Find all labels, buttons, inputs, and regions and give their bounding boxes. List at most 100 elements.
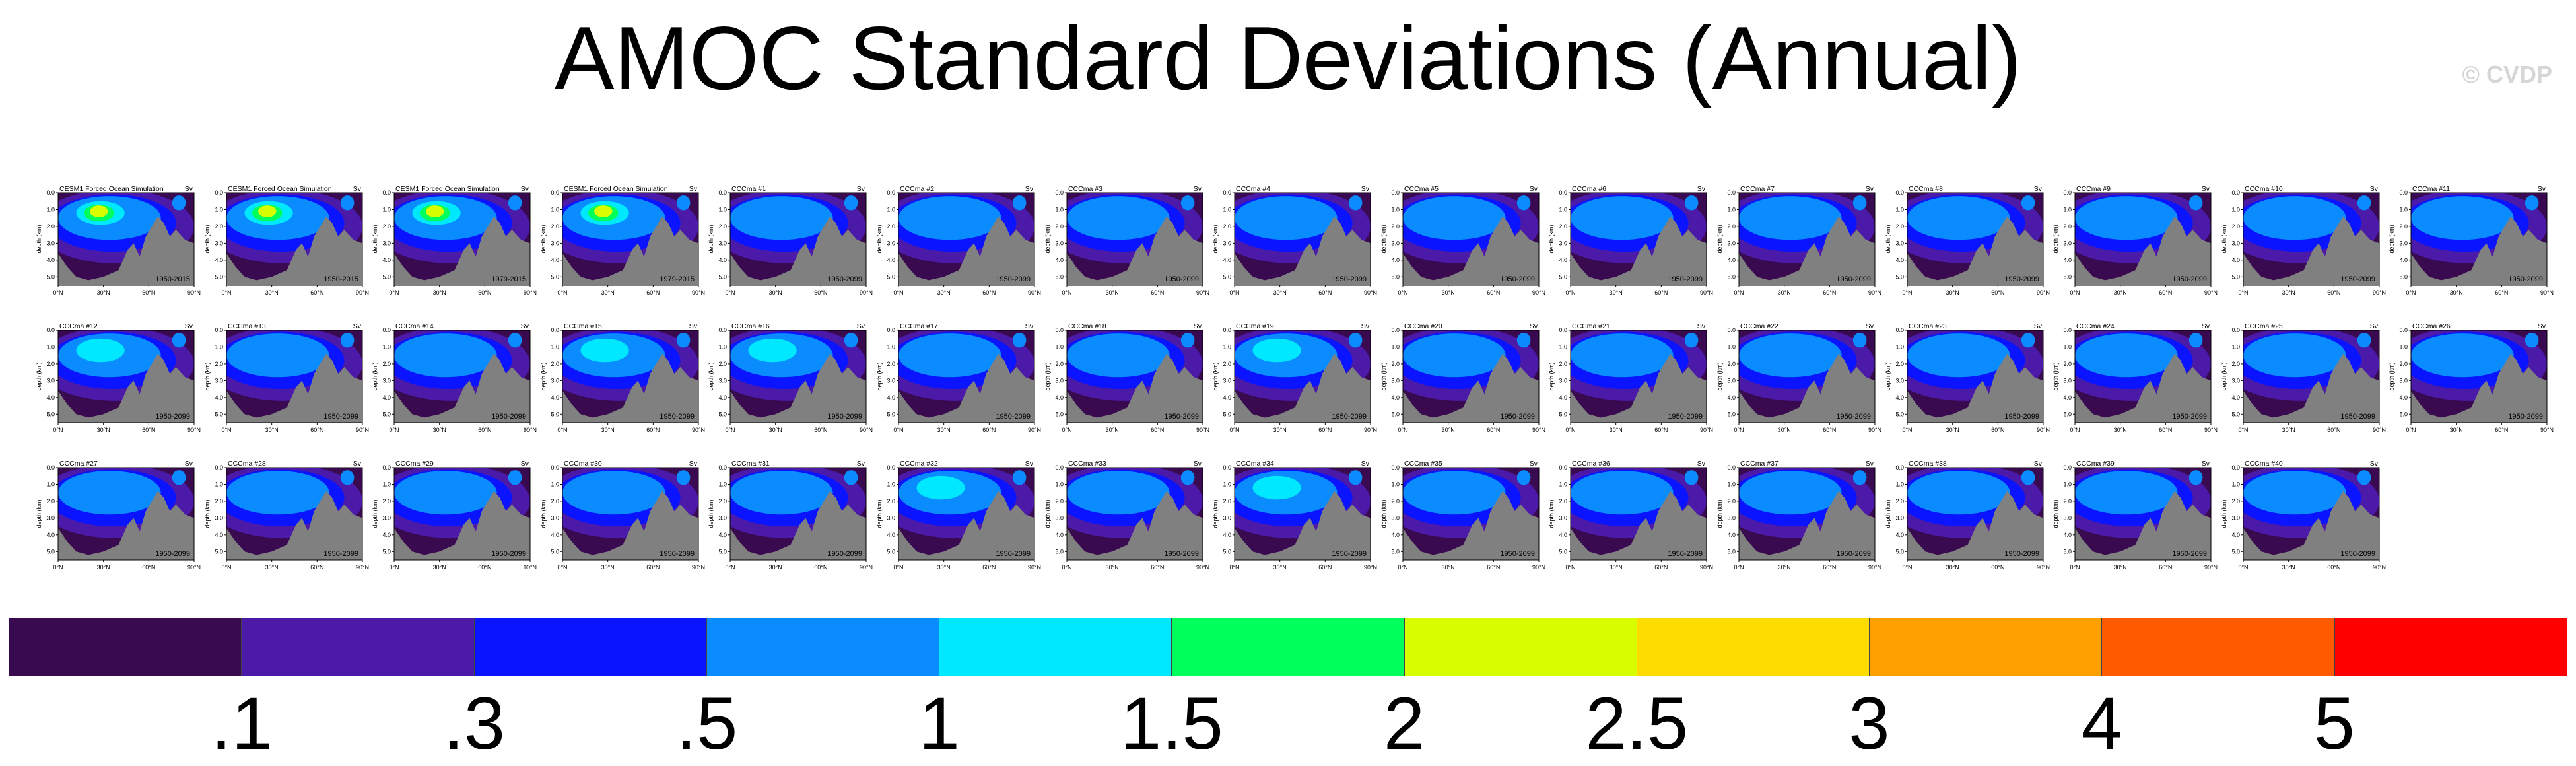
y-tick-label: 3.0 — [887, 377, 895, 384]
x-tick-label: 60°N — [815, 289, 828, 296]
x-tick-label: 0°N — [2406, 289, 2416, 296]
contour-band — [1402, 196, 1506, 240]
y-tick-label: 5.0 — [551, 273, 559, 280]
bathymetry — [2075, 216, 2212, 285]
contour-band — [1571, 196, 1674, 240]
y-tick-label: 1.0 — [1223, 206, 1232, 213]
y-tick-label: 4.0 — [215, 532, 223, 538]
amoc-panel: CCCma #4 Sv 1950-2099 0.0 1.0 2.0 3.0 4.0 5.0 dep… — [1209, 184, 1377, 302]
contour-band — [2075, 333, 2178, 378]
x-tick-label: 60°N — [310, 427, 323, 433]
panel-frame — [562, 192, 699, 286]
amoc-panel: CCCma #36 Sv 1950-2099 0.0 1.0 2.0 3.0 4.0 5.0 de… — [1545, 458, 1713, 577]
contour-band — [844, 470, 858, 485]
x-tick-label: 90°N — [2373, 289, 2386, 296]
panel-units: Sv — [521, 322, 529, 330]
amoc-panel: CCCma #28 Sv 1950-2099 0.0 1.0 2.0 3.0 4.0 5.0 de… — [201, 458, 369, 577]
y-tick-label: 0.0 — [887, 327, 895, 333]
x-tick-label: 0°N — [1566, 289, 1576, 296]
y-tick-label: 4.0 — [2400, 394, 2408, 401]
panel-title: CESM1 Forced Ocean Simulation — [395, 185, 500, 193]
panel-frame — [562, 467, 699, 561]
panel-title: CCCma #24 — [2076, 322, 2115, 330]
y-tick-label: 3.0 — [1391, 377, 1400, 384]
y-axis-label: depth (km) — [2221, 225, 2227, 253]
y-tick-label: 0.0 — [551, 327, 559, 333]
y-tick-label: 1.0 — [383, 343, 391, 350]
amoc-panel: CCCma #38 Sv 1950-2099 0.0 1.0 2.0 3.0 4.0 5.0 de… — [1882, 458, 2050, 577]
panel-years: 1950-2099 — [155, 413, 190, 421]
contour-band — [730, 196, 834, 240]
y-tick-label: 0.0 — [46, 464, 55, 471]
y-tick-label: 3.0 — [1055, 240, 1064, 246]
contour-band — [676, 195, 691, 211]
amoc-panel: CCCma #30 Sv 1950-2099 0.0 1.0 2.0 3.0 4.0 5.0 de… — [537, 458, 705, 577]
x-tick-label: 60°N — [1823, 427, 1836, 433]
panel-frame — [1570, 467, 1707, 561]
x-tick-label: 90°N — [2373, 427, 2386, 433]
x-tick-label: 30°N — [2114, 289, 2127, 296]
contour-band — [172, 195, 186, 211]
y-tick-label: 5.0 — [1559, 411, 1568, 417]
colorbar-label: .5 — [675, 682, 738, 765]
y-axis-label: depth (km) — [2052, 362, 2059, 390]
y-tick-label: 0.0 — [1559, 327, 1568, 333]
y-tick-label: 4.0 — [383, 394, 391, 401]
panel-years: 1950-2015 — [323, 275, 358, 283]
y-tick-label: 2.0 — [383, 361, 391, 367]
panel-frame — [1738, 330, 1876, 423]
panel-title: CCCma #40 — [2245, 460, 2283, 468]
panel-units: Sv — [521, 185, 529, 193]
y-tick-label: 4.0 — [1727, 394, 1736, 401]
x-tick-label: 0°N — [53, 427, 63, 433]
amoc-panel: CCCma #33 Sv 1950-2099 0.0 1.0 2.0 3.0 4.0 5.0 de… — [1042, 458, 1209, 577]
panel-units: Sv — [185, 322, 193, 330]
contour-band — [2188, 333, 2203, 348]
y-tick-label: 5.0 — [1727, 411, 1736, 417]
y-tick-label: 5.0 — [1055, 273, 1064, 280]
x-tick-label: 90°N — [1196, 564, 1209, 571]
y-tick-label: 5.0 — [551, 548, 559, 555]
contour-band — [562, 471, 665, 515]
contour-band — [340, 195, 355, 211]
panel-title: CCCma #5 — [1404, 185, 1439, 193]
y-tick-label: 1.0 — [2231, 343, 2240, 350]
y-axis-label: depth (km) — [708, 225, 714, 253]
panel-frame — [562, 330, 699, 423]
x-tick-label: 0°N — [390, 289, 399, 296]
y-tick-label: 3.0 — [2400, 240, 2408, 246]
y-tick-label: 1.0 — [1223, 481, 1232, 487]
y-axis-label: depth (km) — [1380, 225, 1387, 253]
y-tick-label: 0.0 — [383, 327, 391, 333]
contour-band — [226, 471, 329, 515]
panel-frame — [1738, 192, 1876, 286]
contour-band — [1516, 470, 1531, 485]
y-tick-label: 1.0 — [551, 481, 559, 487]
y-axis-label: depth (km) — [2389, 225, 2395, 253]
x-tick-label: 0°N — [557, 564, 567, 571]
x-tick-label: 90°N — [1700, 564, 1713, 571]
x-tick-label: 0°N — [557, 427, 567, 433]
y-tick-label: 0.0 — [383, 464, 391, 471]
bathymetry — [1571, 491, 1707, 560]
y-tick-label: 3.0 — [2064, 514, 2072, 521]
amoc-panel: CCCma #10 Sv 1950-2099 0.0 1.0 2.0 3.0 4.0 5.0 de… — [2218, 184, 2386, 302]
y-tick-label: 2.0 — [215, 361, 223, 367]
y-tick-label: 4.0 — [46, 394, 55, 401]
y-tick-label: 5.0 — [215, 411, 223, 417]
x-tick-label: 60°N — [815, 427, 828, 433]
contour-band — [2075, 196, 2178, 240]
bathymetry — [898, 353, 1034, 423]
panel-title: CCCma #10 — [2245, 185, 2283, 193]
x-tick-label: 60°N — [1318, 289, 1332, 296]
contour-band — [58, 471, 161, 515]
contour-band — [2525, 195, 2539, 211]
y-tick-label: 3.0 — [1727, 240, 1736, 246]
contour-band — [1348, 195, 1363, 211]
y-tick-label: 5.0 — [1223, 548, 1232, 555]
bathymetry — [1739, 353, 1875, 423]
colorbar-label: 3 — [1848, 682, 1890, 765]
bathymetry — [226, 353, 362, 423]
contour-band — [1852, 333, 1867, 348]
panel-years: 1979-2015 — [660, 275, 695, 283]
